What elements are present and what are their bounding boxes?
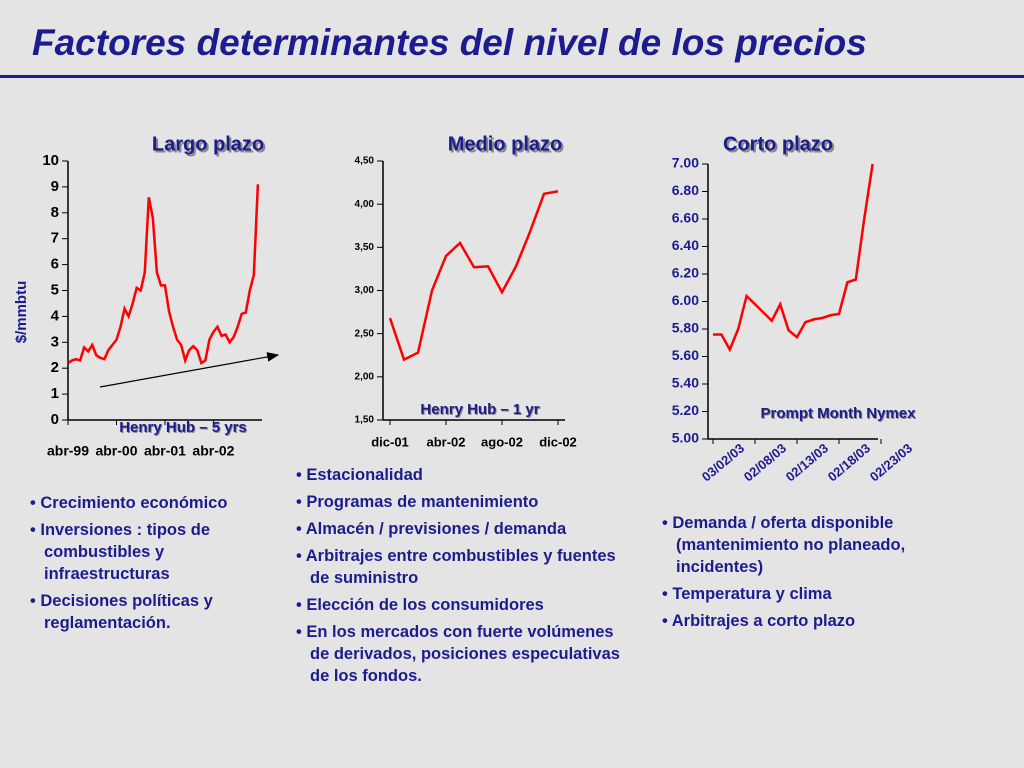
annotation: Prompt Month Nymex [761,406,917,423]
y-tick-label: 6.80 [672,182,699,198]
annotation: Prompt Month Nymex [760,405,916,422]
bullet: Elección de los consumidores [296,594,636,616]
y-tick-label: 1 [51,385,59,402]
chart-title: Medio plazo [450,135,564,157]
y-tick-label: 8 [51,204,59,221]
bullet: Programas de mantenimiento [296,491,636,513]
title-rule [0,75,1024,78]
bullet: Demanda / oferta disponible (mantenimien… [662,512,962,578]
x-tick-label: abr-99 [47,443,89,459]
bullets: Crecimiento económico Inversiones : tipos… [30,492,280,639]
y-tick-label: 6.40 [672,237,699,253]
y-tick-label: 4,50 [355,156,375,167]
bullet: Crecimiento económico [30,492,280,514]
y-tick-label: 6.20 [672,265,699,281]
y-tick-label: 6 [51,256,59,273]
chart-title: Medio plazo [448,133,562,155]
x-tick-label: ago-02 [481,434,523,449]
y-tick-label: 6.60 [672,210,699,226]
x-tick-label: abr-00 [95,443,137,459]
y-tick-label: 5.00 [672,430,699,446]
y-tick-label: 4,00 [355,199,375,210]
line-series [388,189,559,362]
trend-arrow [99,352,280,388]
y-tick-label: 2,00 [355,371,375,382]
y-tick-label: 3 [51,333,59,350]
y-tick-label: 2 [51,359,59,376]
bullet: Arbitrajes entre combustibles y fuentes … [296,545,636,589]
x-tick-label: 02/08/03 [741,440,789,484]
y-tick-label: 5.40 [672,375,699,391]
y-tick-label: 6.00 [672,292,699,308]
x-tick-label: dic-01 [371,434,409,449]
bullet: Inversiones : tipos de combustibles y in… [30,519,280,585]
bullets: Demanda / oferta disponible (mantenimien… [662,512,962,637]
bullet: En los mercados con fuerte volúmenes de … [296,621,636,687]
y-tick-label: 0 [51,411,59,428]
y-tick-label: 4 [51,307,60,324]
y-tick-label: 5 [51,281,59,298]
x-tick-label: 02/23/03 [867,440,915,484]
x-tick-label: abr-02 [426,434,465,449]
y-tick-label: 5.60 [672,347,699,363]
bullet: Estacionalidad [296,464,636,486]
y-tick-label: 3,50 [355,242,375,253]
line-series [67,184,260,365]
x-tick-label: 02/13/03 [783,440,831,484]
annotation: Henry Hub – 1 yr [420,401,539,418]
slide-title: Factores determinantes del nivel de los … [32,22,867,63]
y-tick-label: 10 [42,152,59,169]
y-tick-label: 2,50 [355,328,375,339]
chart-title: Corto plazo [725,135,835,157]
chart-title: Corto plazo [723,133,833,155]
x-tick-label: 02/18/03 [825,440,873,484]
annotation: Henry Hub – 5 yrs [120,420,248,437]
bullet: Arbitrajes a corto plazo [662,610,962,632]
y-tick-label: 5.20 [672,402,699,418]
x-tick-label: 03/02/03 [699,440,747,484]
y-tick-label: 7.00 [672,155,699,171]
y-tick-label: 7 [51,230,59,247]
bullet: Decisiones políticas y reglamentación. [30,590,280,634]
y-tick-label: 3,00 [355,285,375,296]
bullets: Estacionalidad Programas de mantenimiento… [296,464,636,692]
annotation: Henry Hub – 1 yr [421,402,540,419]
annotation: Henry Hub – 5 yrs [119,419,247,436]
x-tick-label: dic-02 [539,434,577,449]
x-tick-label: abr-01 [144,443,186,459]
x-tick-label: abr-02 [192,443,234,459]
chart-title: Largo plazo [152,133,264,155]
bullet: Almacén / previsiones / demanda [296,518,636,540]
chart-title: Largo plazo [154,135,266,157]
y-axis-label: $/mmbtu [13,281,30,344]
y-tick-label: 5.80 [672,320,699,336]
y-tick-label: 9 [51,178,59,195]
y-tick-label: 1,50 [355,415,375,426]
bullet: Temperatura y clima [662,583,962,605]
line-series [713,163,874,353]
